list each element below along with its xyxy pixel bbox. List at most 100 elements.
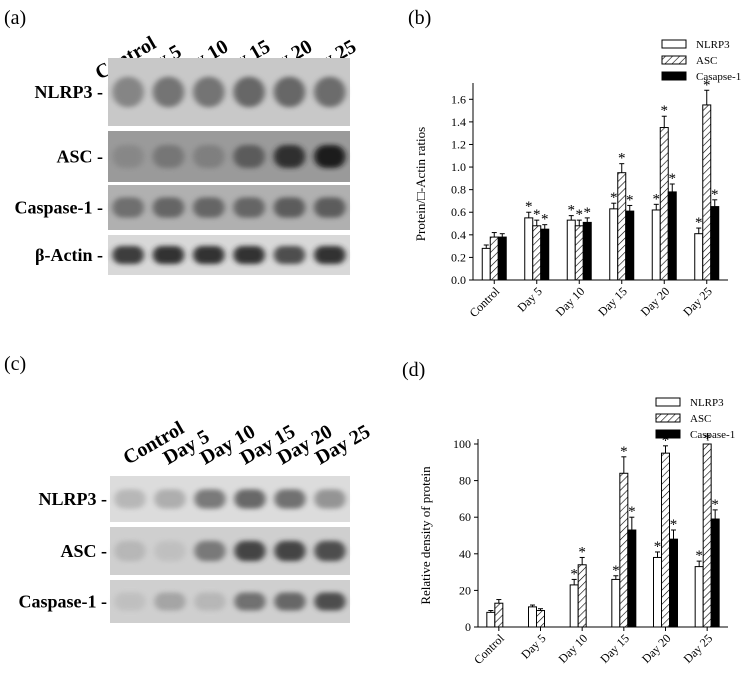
bar-chart-b: 0.0 0.2 0.4 0.6 0.8 1.0 1.2 1.4 1.6 Protein/□-Act… <box>413 39 741 320</box>
y-tick-label: 1.6 <box>451 92 466 106</box>
blot-band <box>194 592 226 611</box>
significance-star: * <box>662 433 670 449</box>
blot-row-label: ASC - <box>60 541 107 561</box>
blot-band <box>193 76 225 108</box>
blot-band <box>314 76 346 108</box>
bar <box>494 602 504 628</box>
blot-band <box>193 145 225 168</box>
x-tick-label: Day 25 <box>680 284 715 319</box>
blot-membrane <box>108 58 350 126</box>
x-tick-label: Day 10 <box>556 631 591 666</box>
y-tick-label: 0.0 <box>451 273 466 287</box>
x-tick-label: Day 20 <box>639 631 674 666</box>
x-tick-label: Day 15 <box>597 631 632 666</box>
blot-band <box>274 489 306 509</box>
significance-star: * <box>695 548 703 564</box>
y-tick-label: 0.6 <box>451 205 466 219</box>
blot-band <box>234 489 266 509</box>
legend-swatch <box>661 39 687 49</box>
bar <box>497 236 507 281</box>
legend-entry: NLRP3 <box>690 397 724 409</box>
x-tick-label: Day 5 <box>518 631 548 661</box>
blot-band <box>154 540 186 562</box>
significance-star: * <box>670 517 678 533</box>
bar <box>577 564 587 628</box>
blot-band <box>152 76 185 108</box>
panel-d-label: (d) <box>402 359 425 381</box>
significance-star: * <box>620 444 628 460</box>
blot-band <box>112 145 144 168</box>
y-tick-label: 100 <box>453 437 471 451</box>
bar <box>627 529 637 628</box>
legend-entry: Casapse-1 <box>696 71 741 83</box>
blot-band <box>274 540 306 562</box>
bar <box>528 606 537 628</box>
blot-membrane <box>108 185 350 230</box>
bar <box>702 443 712 628</box>
x-tick-label: Control <box>467 284 503 320</box>
significance-star: * <box>669 171 677 187</box>
significance-star: * <box>661 103 669 119</box>
bar <box>524 217 534 281</box>
y-tick-label: 0 <box>465 620 471 634</box>
significance-star: * <box>533 207 541 223</box>
blot-band <box>274 592 306 611</box>
blot-membrane <box>110 580 350 623</box>
blot-band <box>314 246 346 264</box>
x-tick-label: Day 10 <box>553 284 588 319</box>
significance-star: * <box>610 190 618 206</box>
bar <box>536 610 545 628</box>
bar <box>481 247 491 281</box>
blot-row-label: β-Actin - <box>35 245 103 265</box>
panel-b-label: (b) <box>408 7 431 29</box>
bar <box>702 104 712 281</box>
bar <box>569 584 579 628</box>
bar <box>609 208 619 281</box>
bar <box>611 578 621 628</box>
blot-band <box>233 197 265 218</box>
bar <box>582 221 592 281</box>
bar <box>694 233 704 281</box>
y-tick-label: 0.8 <box>451 183 466 197</box>
legend-swatch <box>661 55 687 65</box>
y-tick-label: 1.4 <box>451 115 466 129</box>
significance-star: * <box>654 539 662 555</box>
blot-band <box>234 592 266 611</box>
panel-a-label: (a) <box>4 7 26 29</box>
bar <box>619 472 629 628</box>
blot-band <box>193 246 225 264</box>
y-tick-label: 1.0 <box>451 160 466 174</box>
bar <box>694 566 704 628</box>
y-tick-label: 0.4 <box>451 228 466 242</box>
bar <box>617 172 627 281</box>
bar-chart-d: 0 20 40 60 80 100 Relative density of protein C… <box>418 397 735 667</box>
x-tick-label: Day 20 <box>638 284 673 319</box>
blot-band <box>193 197 225 218</box>
bar <box>566 219 576 281</box>
legend-swatch <box>661 71 687 81</box>
blot-band <box>152 246 185 264</box>
x-tick-label: Day 25 <box>681 631 716 666</box>
significance-star: * <box>568 203 576 219</box>
significance-star: * <box>576 207 584 223</box>
blot-row-label: NLRP3 - <box>35 82 104 102</box>
significance-star: * <box>612 563 620 579</box>
blot-band <box>314 197 346 218</box>
significance-star: * <box>570 566 578 582</box>
y-tick-label: 60 <box>459 510 471 524</box>
x-tick-label: Day 5 <box>514 284 544 314</box>
significance-star: * <box>695 215 703 231</box>
significance-star: * <box>578 544 586 560</box>
bar <box>651 209 661 281</box>
bar <box>661 452 670 628</box>
blot-band <box>154 592 186 611</box>
bar <box>659 127 669 281</box>
blot-band <box>114 540 146 562</box>
blot-band <box>194 489 226 509</box>
y-axis-label: Relative density of protein <box>418 466 433 605</box>
blot-membrane <box>110 527 350 575</box>
bar <box>540 228 550 281</box>
legend-entry: ASC <box>696 55 717 67</box>
y-tick-label: 1.2 <box>451 137 466 151</box>
